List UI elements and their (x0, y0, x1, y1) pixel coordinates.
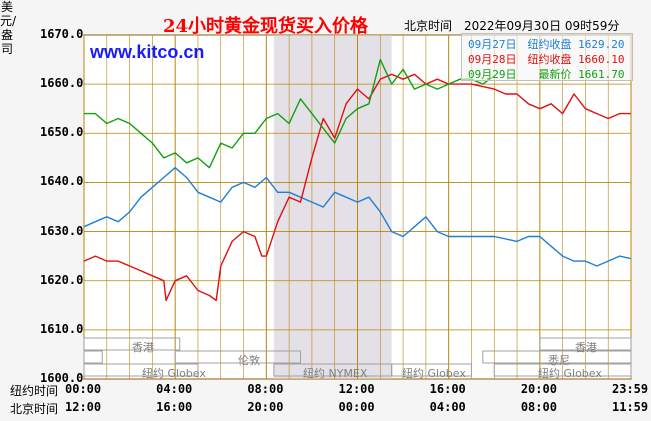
y-axis-label: 美元/盎司 (0, 0, 17, 56)
legend-entry-sep29: 09月29日 最新价 1661.70 (468, 68, 625, 81)
session-label-london: 伦敦 (238, 354, 260, 367)
session-bar (83, 363, 199, 377)
row-label-ny-time: 纽约时间 (10, 384, 59, 398)
legend: 09月27日 纽约收盘 1629.20 09月28日 纽约收盘 1660.10 … (461, 33, 633, 81)
site-watermark: www.kitco.cn (90, 42, 205, 62)
y-tick-label: 1630.0 (40, 223, 84, 238)
x-tick-label-ny: 08:00 (247, 382, 284, 396)
x-tick-label-beijing: 04:00 (429, 400, 466, 414)
series-lines (83, 58, 631, 302)
x-tick-label-ny: 16:00 (429, 382, 466, 396)
x-tick-label-ny: 20:00 (520, 382, 557, 396)
session-bar (83, 337, 181, 351)
session-label-globex-2: 纽约 Globex (402, 367, 466, 380)
session-bar (539, 337, 632, 351)
x-tick-label-ny: 04:00 (156, 382, 193, 396)
x-tick-label-beijing: 12:00 (65, 400, 102, 414)
legend-entry-sep28: 09月28日 纽约收盘 1660.10 (468, 53, 625, 66)
y-tick-label: 1660.0 (40, 76, 84, 91)
session-label-hongkong: 香港 (132, 341, 154, 354)
y-tick-label: 1620.0 (40, 272, 84, 287)
session-bars (83, 337, 632, 377)
session-label-globex-3: 纽约 Globex (538, 367, 602, 380)
session-label-hongkong-2: 香港 (575, 341, 597, 354)
session-label-globex-1: 纽约 Globex (142, 367, 206, 380)
grid-lines (83, 34, 632, 380)
series-line-0 (83, 166, 631, 267)
x-tick-label-ny: 12:00 (338, 382, 375, 396)
x-tick-label-beijing: 16:00 (156, 400, 193, 414)
session-bar (391, 363, 472, 377)
row-label-beijing-time: 北京时间 (10, 402, 59, 416)
y-tick-label: 1600.0 (40, 371, 84, 385)
x-tick-label-ny: 00:00 (65, 382, 102, 396)
session-bar (83, 350, 103, 364)
legend-entry-sep27: 09月27日 纽约收盘 1629.20 (468, 38, 625, 51)
x-tick-label-ny: 23:59 (612, 382, 649, 396)
x-tick-label-beijing: 11:59 (612, 400, 649, 414)
session-bar (174, 350, 302, 364)
timestamp: 北京时间 2022年09月30日 09时59分 (404, 19, 620, 33)
y-tick-label: 1670.0 (40, 27, 84, 41)
chart-title: 24小时黄金现货买入价格 (163, 16, 369, 37)
x-tick-label-beijing: 20:00 (247, 400, 284, 414)
series-line-2 (84, 58, 495, 169)
y-tick-label: 1650.0 (40, 125, 84, 140)
session-bar (493, 363, 632, 377)
x-tick-label-beijing: 08:00 (520, 400, 557, 414)
session-bar (482, 350, 632, 364)
y-tick-label: 1610.0 (40, 321, 84, 336)
x-tick-label-beijing: 00:00 (338, 400, 375, 414)
session-label-nymex: 纽约 NYMEX (303, 367, 368, 380)
series-line-1 (83, 73, 631, 302)
session-label-sydney: 悉尼 (548, 354, 570, 367)
y-tick-label: 1640.0 (40, 174, 84, 189)
